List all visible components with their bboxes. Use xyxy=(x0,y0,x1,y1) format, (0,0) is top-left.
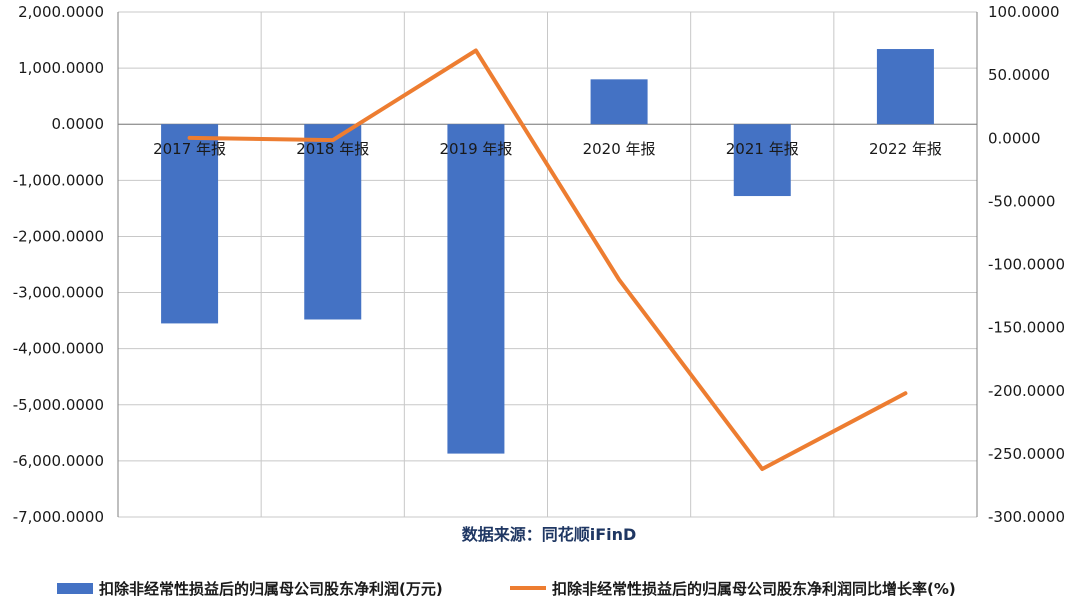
category-label: 2022 年报 xyxy=(869,140,942,158)
legend-bar-label: 扣除非经常性损益后的归属母公司股东净利润(万元) xyxy=(99,580,443,598)
right-tick-label: 50.0000 xyxy=(988,66,1050,84)
right-tick-label: -300.0000 xyxy=(988,508,1065,526)
bar-5 xyxy=(733,124,791,197)
right-tick-label: -50.0000 xyxy=(988,192,1055,210)
right-axis-ticks: 100.0000 50.0000 0.0000 -50.0000 -100.0000 -1… xyxy=(988,3,1065,526)
legend-line-label: 扣除非经常性损益后的归属母公司股东净利润同比增长率(%) xyxy=(552,580,956,598)
bar-1 xyxy=(161,124,219,324)
left-tick-label: -2,000.0000 xyxy=(13,227,104,245)
line-series xyxy=(187,48,908,472)
legend: 扣除非经常性损益后的归属母公司股东净利润(万元) 扣除非经常性损益后的归属母公司… xyxy=(57,580,956,598)
right-tick-label: -150.0000 xyxy=(988,319,1065,337)
left-tick-label: 2,000.0000 xyxy=(18,3,104,21)
bar-2 xyxy=(304,124,362,320)
right-tick-label: 0.0000 xyxy=(988,129,1041,147)
left-tick-label: -1,000.0000 xyxy=(13,171,104,189)
right-tick-label: -250.0000 xyxy=(988,445,1065,463)
left-tick-label: -6,000.0000 xyxy=(13,452,104,470)
bar-4 xyxy=(590,79,648,125)
left-tick-label: 0.0000 xyxy=(52,115,105,133)
bar-6 xyxy=(876,49,934,125)
left-axis-ticks: 2,000.0000 1,000.0000 0.0000 -1,000.0000 -2,… xyxy=(13,3,104,526)
category-label: 2018 年报 xyxy=(296,140,369,158)
source-label: 数据来源：同花顺iFinD xyxy=(462,525,637,544)
left-tick-label: 1,000.0000 xyxy=(18,59,104,77)
category-label: 2017 年报 xyxy=(153,140,226,158)
right-tick-label: -200.0000 xyxy=(988,382,1065,400)
category-label: 2020 年报 xyxy=(583,140,656,158)
category-labels: 2017 年报 2018 年报 2019 年报 2020 年报 2021 年报 2022 … xyxy=(153,140,942,158)
right-tick-label: -100.0000 xyxy=(988,256,1065,274)
left-tick-label: -7,000.0000 xyxy=(13,508,104,526)
right-tick-label: 100.0000 xyxy=(988,3,1060,21)
left-tick-label: -3,000.0000 xyxy=(13,284,104,302)
category-label: 2021 年报 xyxy=(726,140,799,158)
left-tick-label: -4,000.0000 xyxy=(13,340,104,358)
category-label: 2019 年报 xyxy=(439,140,512,158)
bar-series xyxy=(161,49,934,454)
legend-bar-swatch xyxy=(57,583,93,594)
gridlines xyxy=(117,11,978,518)
growth-line xyxy=(187,48,908,472)
left-tick-label: -5,000.0000 xyxy=(13,396,104,414)
bar-3 xyxy=(447,124,505,454)
